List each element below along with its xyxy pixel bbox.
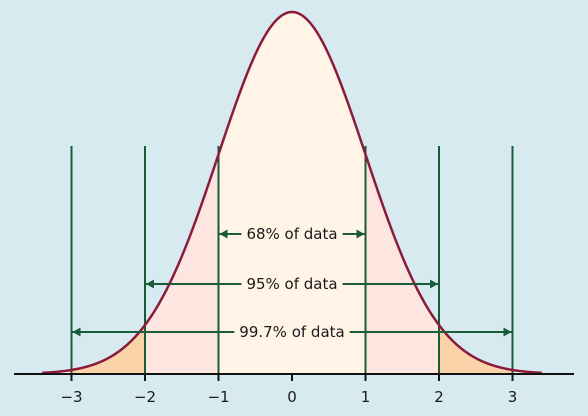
tick-label: 2 — [434, 388, 444, 406]
fill-center — [218, 12, 366, 374]
arrowhead-right — [430, 279, 438, 289]
tick-label: −3 — [60, 388, 82, 406]
tick-label: −1 — [207, 388, 229, 406]
bell-curve — [42, 10, 542, 375]
range-2: 95% of data — [146, 275, 438, 293]
tick-label: −2 — [134, 388, 156, 406]
x-axis-ticks: −3 −2 −1 0 1 2 3 — [60, 374, 517, 406]
shaded-regions — [42, 12, 542, 374]
arrowhead-left — [72, 327, 81, 337]
range-label: 95% of data — [246, 275, 337, 293]
arrowhead-right — [356, 229, 365, 239]
fill-tail-right — [439, 325, 513, 374]
tick-label: 3 — [508, 388, 518, 406]
range-3: 99.7% of data — [72, 323, 512, 341]
range-1: 68% of data — [219, 225, 365, 243]
fill-tail-left — [71, 325, 145, 374]
range-label: 99.7% of data — [239, 323, 344, 341]
range-label: 68% of data — [246, 225, 337, 243]
arrowhead-right — [503, 327, 512, 337]
arrowhead-left — [219, 229, 228, 239]
range-arrows: 68% of data 95% of data 99.7% of data — [72, 225, 512, 341]
tick-label: 1 — [361, 388, 371, 406]
guide-lines — [70, 146, 514, 374]
tick-label: 0 — [287, 388, 297, 406]
arrowhead-left — [146, 279, 154, 289]
